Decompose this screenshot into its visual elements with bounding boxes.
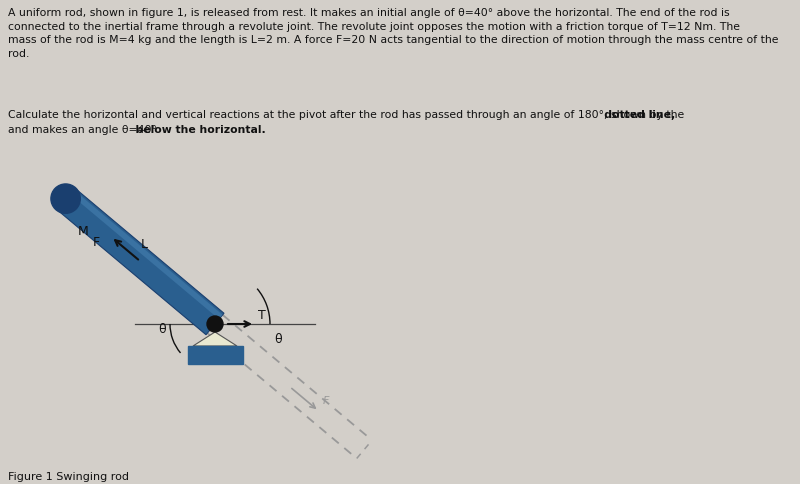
Text: θ: θ bbox=[158, 322, 166, 335]
Polygon shape bbox=[57, 189, 224, 335]
Text: and makes an angle θ=40°: and makes an angle θ=40° bbox=[8, 125, 160, 135]
Text: L: L bbox=[140, 238, 147, 251]
Polygon shape bbox=[70, 190, 222, 319]
Text: A uniform rod, shown in figure 1, is released from rest. It makes an initial ang: A uniform rod, shown in figure 1, is rel… bbox=[8, 8, 778, 59]
Text: T: T bbox=[258, 308, 266, 321]
Bar bbox=[187, 346, 242, 364]
Circle shape bbox=[207, 317, 223, 333]
Polygon shape bbox=[193, 333, 237, 346]
Circle shape bbox=[51, 184, 80, 214]
Text: F: F bbox=[322, 395, 329, 405]
Text: below the horizontal.: below the horizontal. bbox=[8, 125, 266, 135]
Text: θ: θ bbox=[274, 333, 282, 345]
Text: dotted line,: dotted line, bbox=[8, 110, 675, 120]
Text: F: F bbox=[94, 235, 100, 248]
Text: Calculate the horizontal and vertical reactions at the pivot after the rod has p: Calculate the horizontal and vertical re… bbox=[8, 110, 688, 120]
Text: M: M bbox=[78, 224, 88, 237]
Text: Figure 1 Swinging rod: Figure 1 Swinging rod bbox=[8, 471, 129, 481]
